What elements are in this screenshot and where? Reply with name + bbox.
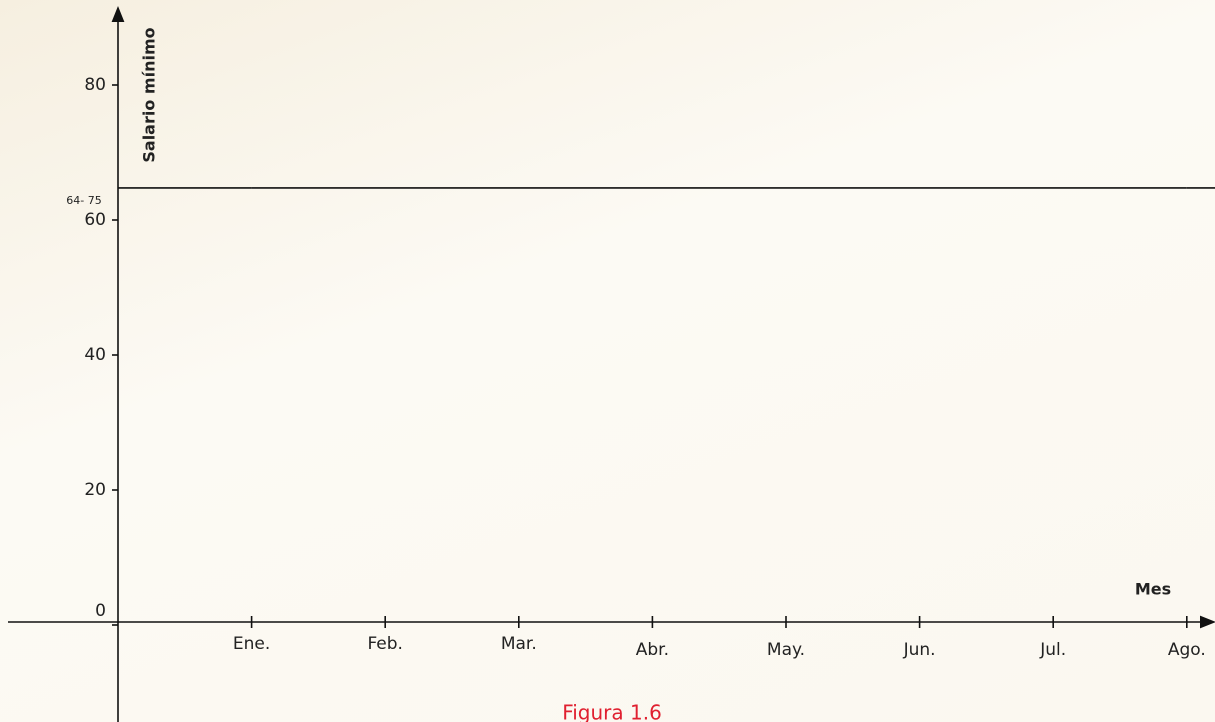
annotation: 64- 75 (66, 194, 101, 207)
y-tick-label: 40 (84, 345, 106, 365)
x-tick-label: Feb. (367, 634, 403, 654)
x-tick-label: Jun. (903, 640, 936, 660)
x-tick-label: Jul. (1039, 640, 1066, 660)
x-tick-label: May. (767, 640, 805, 660)
y-tick-label: 0 (95, 601, 106, 621)
x-tick-label: Abr. (636, 640, 669, 660)
y-axis-label: Salario mínimo (140, 27, 159, 162)
x-tick-label: Ago. (1168, 640, 1206, 660)
y-tick-label: 80 (84, 75, 106, 95)
x-axis-label: Mes (1135, 580, 1171, 599)
y-tick-label: 20 (84, 480, 106, 500)
x-tick-label: Mar. (501, 634, 537, 654)
x-tick-label: Ene. (233, 634, 270, 654)
y-tick-label: 60 (84, 210, 106, 230)
caption: Figura 1.6 (562, 701, 662, 722)
